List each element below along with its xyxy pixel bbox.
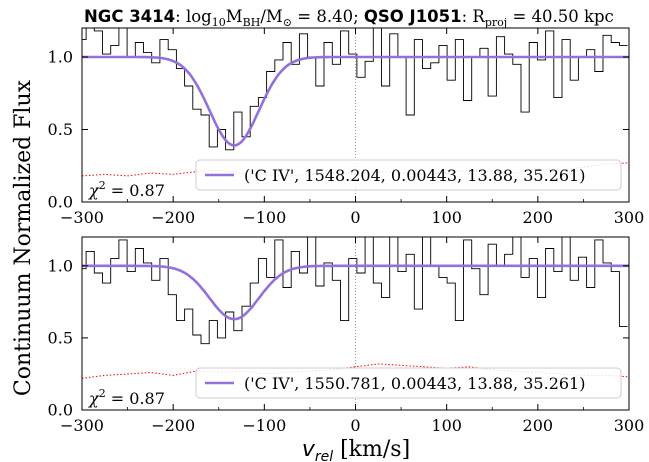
top-x-tick-label: −100 [242, 208, 286, 227]
top-x-tick-label: −300 [60, 208, 104, 227]
top-model-profile [82, 55, 629, 147]
bottom-x-tick-label: 100 [431, 416, 462, 435]
x-axis-label-unit: [km/s] [333, 437, 410, 462]
bottom-x-tick-label: −100 [242, 416, 286, 435]
top-legend-box [195, 159, 622, 191]
bottom-flux-spectrum [82, 237, 628, 345]
bottom-chi2-symbol: χ [88, 389, 100, 408]
bottom-x-tick-label: −300 [60, 416, 104, 435]
bottom-legend-label: ('C IV', 1550.781, 0.00443, 13.88, 35.26… [244, 374, 585, 393]
title-sep2: : R [462, 7, 486, 26]
title-mass-label: log [186, 7, 212, 26]
x-axis-label-sub: rel [315, 449, 333, 462]
bottom-chi2-value: = 0.87 [106, 389, 165, 408]
title-mass-bh: BH [243, 16, 261, 29]
bottom-x-tick-label: 200 [523, 416, 554, 435]
top-chi2-sup: 2 [99, 179, 106, 192]
top-x-tick-label: 200 [523, 208, 554, 227]
top-x-tick-label: 100 [431, 208, 462, 227]
top-chi2-symbol: χ [88, 181, 100, 200]
title-mass-value: = 8.40; [292, 7, 364, 26]
bottom-x-tick-label: −200 [151, 416, 195, 435]
bottom-model-profile [82, 264, 629, 321]
title-mass-sub: 10 [212, 16, 226, 29]
top-legend-label: ('C IV', 1548.204, 0.00443, 13.88, 35.26… [244, 166, 585, 185]
top-chi2-value: = 0.87 [106, 181, 165, 200]
top-y-tick-label: 1.0 [48, 48, 73, 67]
top-x-tick-label: 0 [350, 208, 360, 227]
bottom-chi2-sup: 2 [99, 387, 106, 400]
bottom-legend-box [195, 367, 622, 399]
title-galaxy: NGC 3414 [84, 7, 175, 26]
top-chi2-annotation: χ2 = 0.87 [88, 179, 165, 200]
title-rproj-sub: proj [485, 16, 507, 29]
panel-top: −300 −200 −100 0 100 200 300 0.0 0.5 1.0 ('C IV', … [48, 27, 645, 227]
title-qso: QSO J1051 [364, 7, 462, 26]
title-rproj-value: = 40.50 kpc [507, 7, 614, 26]
x-axis-label-var: v [302, 437, 316, 462]
bottom-error-spectrum [82, 363, 629, 379]
bottom-x-tick-label: 300 [614, 416, 645, 435]
bottom-y-tick-label: 0.0 [48, 401, 73, 420]
bottom-y-tick-label: 0.5 [48, 328, 73, 347]
title-sep1: : [175, 7, 186, 26]
bottom-x-tick-label: 0 [350, 416, 360, 435]
bottom-y-tick-label: 1.0 [48, 256, 73, 275]
top-y-tick-label: 0.5 [48, 120, 73, 139]
title-mass-m: M [226, 7, 243, 26]
title-mass-slash: /M [260, 7, 283, 26]
panel-bottom: −300 −200 −100 0 100 200 300 0.0 0.5 1.0 ('C IV', … [48, 236, 645, 435]
x-axis-label: vrel [km/s] [302, 437, 410, 462]
y-axis-label: Continuum Normalized Flux [11, 79, 36, 396]
title-mass-sun: ⊙ [283, 16, 292, 29]
bottom-chi2-annotation: χ2 = 0.87 [88, 387, 165, 408]
figure-title: NGC 3414: log10MBH/M⊙ = 8.40; QSO J1051:… [84, 7, 614, 29]
top-x-tick-label: −200 [151, 208, 195, 227]
top-x-tick-label: 300 [614, 208, 645, 227]
top-flux-spectrum [82, 28, 628, 151]
top-y-tick-label: 0.0 [48, 193, 73, 212]
